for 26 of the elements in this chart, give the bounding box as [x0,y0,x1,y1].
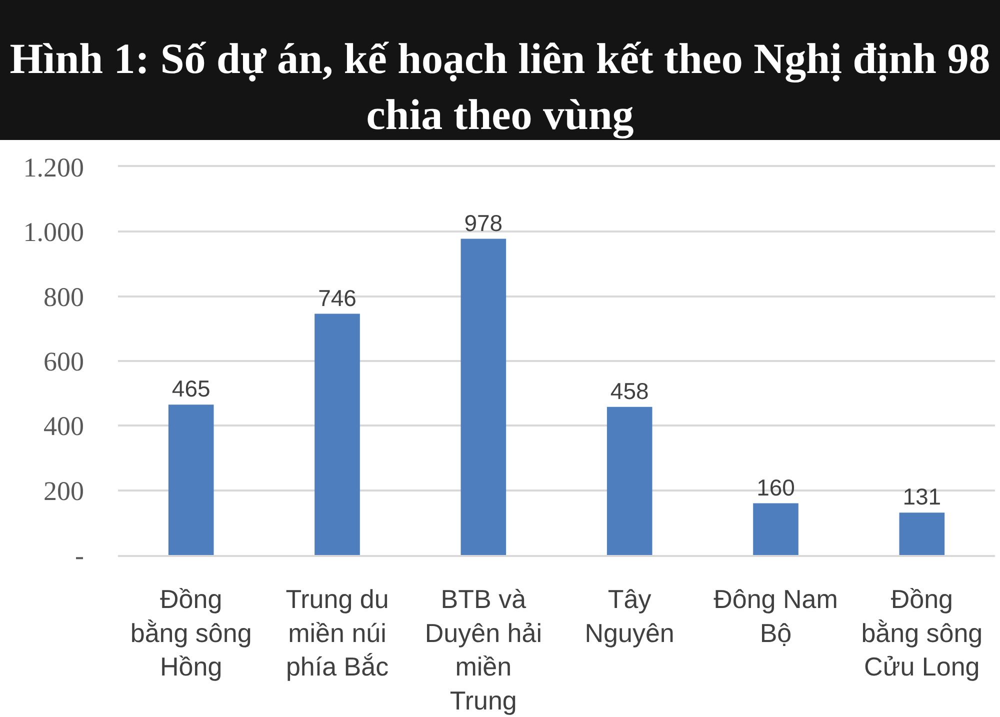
bar [753,503,798,555]
y-tick-label: 400 [44,411,84,442]
data-label: 465 [172,376,210,402]
x-tick-label: BTB và Duyên hải miền Trung [424,584,542,716]
y-tick-label: - [75,540,84,570]
x-tick-label: Đông Nam Bộ [714,584,838,648]
y-tick-label: 600 [44,346,84,376]
chart-title: Hình 1: Số dự án, kế hoạch liên kết theo Nghị định 98 chia theo vùng [10,36,990,139]
x-tick-label: Tây Nguyên [584,584,674,648]
y-tick-label: 800 [44,282,84,312]
y-tick-label: 1.000 [23,217,84,248]
y-tick-label: 1.200 [23,152,84,182]
bar [460,238,506,555]
bar [314,314,360,555]
x-tick-label: Đồng bằng sông Cửu Long [861,584,983,682]
bar [168,404,214,555]
data-label: 746 [318,284,356,311]
bar [606,406,652,555]
bar [899,512,945,555]
x-tick-label: Đồng bằng sông Hồng [130,584,252,682]
data-label: 978 [464,210,503,236]
x-tick-label: Trung du miền núi phía Bắc [286,584,389,682]
data-label: 458 [610,378,649,404]
data-label: 160 [756,474,795,500]
y-tick-label: 200 [44,476,84,506]
data-label: 131 [902,484,942,510]
